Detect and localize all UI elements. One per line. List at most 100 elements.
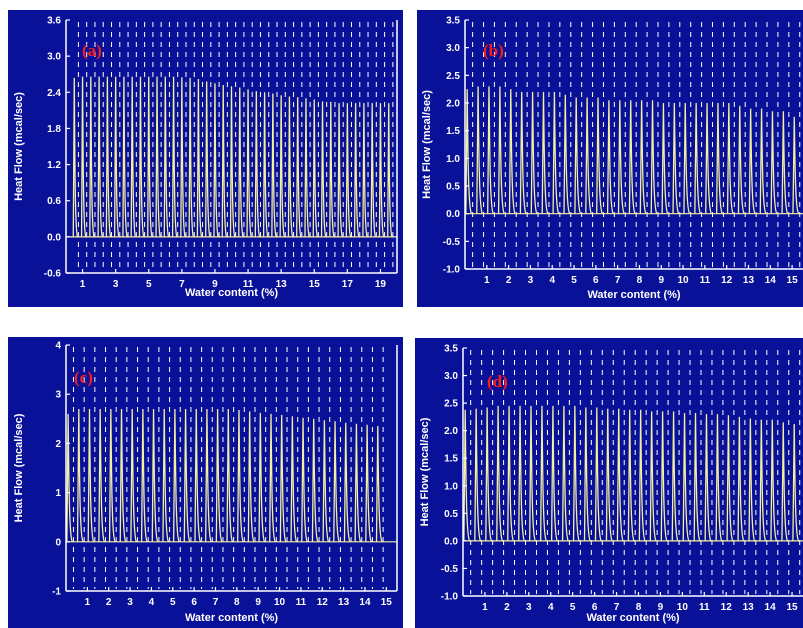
y-tick-label: 1.8	[47, 124, 61, 135]
x-tick-label: 6	[592, 602, 598, 613]
panel-label: (a)	[82, 41, 102, 60]
peak	[105, 76, 112, 238]
peak	[183, 408, 191, 543]
peak	[80, 76, 87, 238]
panel-label: (d)	[487, 372, 508, 391]
peak	[304, 98, 310, 238]
peak	[781, 422, 789, 542]
x-tick-label: 14	[765, 275, 777, 286]
peak	[572, 405, 580, 542]
peak	[196, 79, 203, 238]
peak	[226, 408, 234, 543]
x-tick-label: 15	[787, 275, 799, 286]
peak	[638, 409, 646, 542]
peak	[552, 91, 560, 215]
peak	[365, 424, 372, 543]
peak	[329, 101, 335, 238]
peak	[237, 409, 244, 543]
y-tick-label: 0.0	[47, 232, 61, 243]
peak	[770, 419, 778, 542]
y-tick-label: 1.2	[47, 160, 61, 171]
peak	[606, 100, 614, 215]
y-axis-title: Heat Flow (mcal/sec)	[419, 417, 431, 526]
x-tick-label: 4	[149, 597, 155, 608]
peak	[485, 407, 493, 542]
x-tick-label: 5	[170, 597, 176, 608]
x-tick-label: 17	[342, 279, 354, 290]
peak	[269, 413, 276, 543]
series-heat-flow	[72, 76, 393, 238]
x-tick-label: 9	[212, 279, 218, 290]
peak	[726, 415, 734, 542]
peak	[705, 102, 713, 215]
x-axis-title: Water content (%)	[185, 287, 278, 299]
x-axis-title: Water content (%)	[587, 289, 680, 301]
x-tick-label: 3	[113, 279, 119, 290]
x-tick-label: 7	[615, 275, 621, 286]
peak	[180, 77, 186, 238]
peak	[76, 408, 84, 543]
peak	[671, 411, 679, 542]
peak	[337, 103, 344, 238]
y-tick-label: 3.0	[444, 371, 458, 382]
peak	[496, 405, 504, 542]
x-tick-label: 12	[721, 275, 733, 286]
peak	[205, 408, 212, 543]
peak	[213, 83, 219, 238]
x-tick-label: 2	[504, 602, 510, 613]
x-tick-label: 5	[571, 275, 577, 286]
x-tick-label: 8	[637, 275, 643, 286]
peak	[354, 423, 362, 543]
peak	[540, 405, 547, 542]
y-tick-label: 2	[55, 439, 61, 450]
peak	[72, 77, 79, 238]
y-axis-title: Heat Flow (mcal/sec)	[13, 413, 25, 522]
x-tick-label: 5	[146, 279, 152, 290]
peak	[98, 408, 106, 543]
y-tick-label: 1.5	[444, 454, 458, 465]
gridlines	[470, 350, 801, 594]
peak	[683, 102, 691, 215]
peak	[616, 408, 624, 542]
peak	[333, 421, 340, 543]
peak	[221, 85, 228, 238]
peak	[530, 91, 538, 215]
x-tick-label: 15	[786, 602, 798, 613]
x-tick-label: 19	[375, 279, 387, 290]
peak	[320, 101, 327, 238]
peak	[508, 89, 516, 215]
peak	[370, 103, 377, 238]
peak	[130, 76, 137, 238]
y-tick-label: 1.0	[446, 154, 460, 165]
peak	[147, 76, 153, 238]
peak	[583, 407, 591, 542]
x-tick-label: 1	[484, 275, 490, 286]
y-tick-label: 2.0	[444, 426, 458, 437]
gridlines	[77, 22, 394, 271]
x-tick-label: 3	[127, 597, 133, 608]
y-tick-label: -0.5	[441, 564, 459, 575]
y-tick-label: 0.0	[446, 209, 460, 220]
gridlines	[72, 347, 384, 589]
peak	[550, 405, 558, 542]
peak	[519, 91, 527, 215]
peak	[155, 76, 161, 238]
peak	[290, 416, 298, 543]
panel-a: -0.6 0.0 0.6 1.2 1.8 2.4 3.0 3.6 1 3 5 7 9 11 13 15 17 19…	[8, 10, 403, 307]
peak	[87, 408, 95, 543]
peak	[627, 409, 635, 542]
peak	[378, 103, 385, 238]
panel-label: (c)	[74, 368, 93, 387]
panel-b: -1.0 -0.5 0.0 0.5 1.0 1.5 2.0 2.5 3.0 3.5 1 2 3 4 5 6 7 8…	[417, 10, 803, 307]
peak	[594, 407, 602, 542]
x-tick-label: 7	[213, 597, 219, 608]
peak	[792, 116, 800, 215]
x-tick-label: 13	[743, 602, 755, 613]
y-tick-label: 0.6	[47, 196, 61, 207]
x-tick-label: 11	[699, 602, 710, 613]
y-axis-title: Heat Flow (mcal/sec)	[13, 92, 25, 201]
peak	[737, 416, 745, 542]
peak	[279, 95, 286, 238]
x-tick-label: 6	[593, 275, 599, 286]
peak	[759, 419, 767, 542]
